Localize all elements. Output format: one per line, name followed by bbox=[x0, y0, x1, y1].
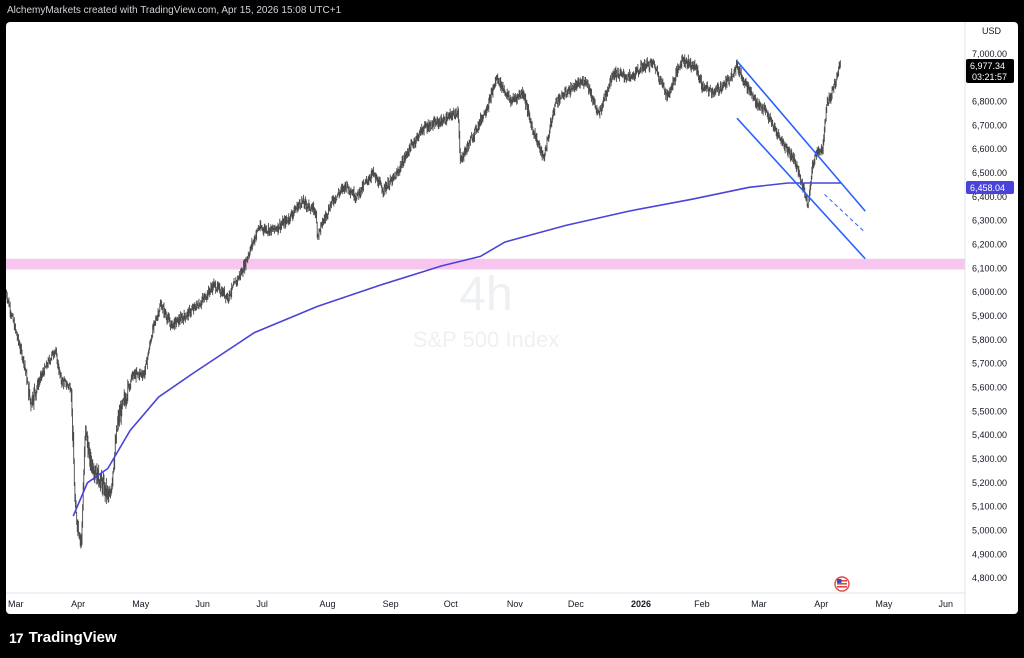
price-tick-label: 6,300.00 bbox=[972, 216, 1007, 226]
watermark-symbol: S&P 500 Index bbox=[413, 327, 559, 352]
time-tick-label: Mar bbox=[8, 599, 24, 609]
price-tick-label: 6,100.00 bbox=[972, 263, 1007, 273]
price-badges: 6,977.34 03:21:57 6,458.04 bbox=[966, 59, 1014, 194]
time-tick-label: Mar bbox=[751, 599, 767, 609]
watermark-interval: 4h bbox=[459, 268, 512, 321]
price-tick-label: 5,700.00 bbox=[972, 359, 1007, 369]
currency-label: USD bbox=[982, 26, 1002, 36]
support-zone-band bbox=[6, 258, 965, 270]
chart-caption: AlchemyMarkets created with TradingView.… bbox=[7, 5, 342, 16]
time-tick-label: May bbox=[875, 599, 893, 609]
price-tick-label: 6,600.00 bbox=[972, 144, 1007, 154]
time-tick-label: Apr bbox=[814, 599, 828, 609]
time-tick-label: Sep bbox=[383, 599, 399, 609]
price-tick-label: 6,400.00 bbox=[972, 192, 1007, 202]
price-tick-label: 5,000.00 bbox=[972, 525, 1007, 535]
channel-lower-line bbox=[736, 117, 866, 260]
time-tick-label: 2026 bbox=[631, 599, 651, 609]
channel-upper-line bbox=[736, 60, 866, 212]
ma-line bbox=[72, 182, 841, 517]
moving-average[interactable] bbox=[72, 182, 841, 517]
price-tick-label: 5,800.00 bbox=[972, 335, 1007, 345]
price-tick-label: 6,800.00 bbox=[972, 96, 1007, 106]
footer-bar: 17 TradingView bbox=[0, 614, 1024, 658]
price-tick-label: 4,900.00 bbox=[972, 549, 1007, 559]
trend-channel[interactable] bbox=[736, 60, 866, 260]
price-tick-label: 5,100.00 bbox=[972, 502, 1007, 512]
chart-panel[interactable]: 4h S&P 500 Index USD 7,000.006,900.006,8… bbox=[6, 22, 1018, 614]
time-axis[interactable]: Mar Apr May Jun Jul Aug Sep Oct Nov Dec 2026 Feb Mar… bbox=[6, 592, 965, 609]
price-tick-label: 6,700.00 bbox=[972, 120, 1007, 130]
time-tick-label: Aug bbox=[320, 599, 336, 609]
price-tick-label: 5,200.00 bbox=[972, 478, 1007, 488]
tradingview-logo[interactable]: 17 TradingView bbox=[9, 629, 117, 646]
time-tick-label: May bbox=[132, 599, 150, 609]
time-tick-label: Apr bbox=[71, 599, 85, 609]
time-tick-label: Feb bbox=[694, 599, 710, 609]
price-tick-label: 6,500.00 bbox=[972, 168, 1007, 178]
price-tick-label: 6,000.00 bbox=[972, 287, 1007, 297]
tradingview-wordmark: TradingView bbox=[28, 629, 117, 646]
countdown-label: 03:21:57 bbox=[972, 72, 1007, 82]
time-tick-label: Jun bbox=[938, 599, 953, 609]
price-tick-label: 5,500.00 bbox=[972, 406, 1007, 416]
time-tick-label: Jul bbox=[256, 599, 268, 609]
us-flag-icon[interactable] bbox=[834, 576, 850, 592]
price-tick-label: 5,600.00 bbox=[972, 382, 1007, 392]
price-tick-label: 7,000.00 bbox=[972, 49, 1007, 59]
support-zone[interactable] bbox=[6, 258, 965, 270]
price-tick-label: 6,200.00 bbox=[972, 239, 1007, 249]
tradingview-mark-icon: 17 bbox=[9, 629, 24, 646]
candle-series bbox=[6, 54, 841, 549]
price-tick-label: 5,400.00 bbox=[972, 430, 1007, 440]
channel-projection-line bbox=[824, 194, 866, 233]
price-tick-label: 5,300.00 bbox=[972, 454, 1007, 464]
time-tick-label: Jun bbox=[195, 599, 210, 609]
last-price-label: 6,977.34 bbox=[970, 61, 1005, 71]
time-tick-label: Oct bbox=[444, 599, 459, 609]
ma-value-label: 6,458.04 bbox=[970, 183, 1005, 193]
watermark: 4h S&P 500 Index bbox=[413, 268, 559, 352]
time-tick-label: Nov bbox=[507, 599, 524, 609]
price-axis[interactable]: USD 7,000.006,900.006,800.006,700.006,60… bbox=[964, 22, 1007, 614]
price-tick-label: 5,900.00 bbox=[972, 311, 1007, 321]
price-tick-label: 4,800.00 bbox=[972, 573, 1007, 583]
price-chart[interactable]: 4h S&P 500 Index USD 7,000.006,900.006,8… bbox=[6, 22, 1018, 614]
time-tick-label: Dec bbox=[568, 599, 585, 609]
